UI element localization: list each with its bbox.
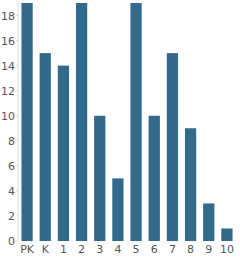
tick	[16, 190, 18, 191]
bar	[185, 128, 196, 241]
bar	[21, 3, 32, 241]
x-tick-label: 2	[78, 243, 85, 256]
y-tick-label: 14	[1, 60, 15, 73]
x-tick-label: 8	[187, 243, 194, 256]
y-tick-label: 4	[8, 185, 15, 198]
y-tick-label: 10	[1, 110, 15, 123]
bar	[112, 178, 123, 241]
x-tick-label: 7	[169, 243, 176, 256]
tick	[16, 140, 18, 141]
x-tick-label: 3	[96, 243, 103, 256]
y-tick-label: 12	[1, 85, 15, 98]
tick	[16, 40, 18, 41]
x-tick-label: 1	[60, 243, 67, 256]
x-tick-label: K	[42, 243, 50, 256]
tick	[16, 241, 18, 242]
bar	[149, 116, 160, 241]
x-tick-label: 4	[114, 243, 121, 256]
x-tick-label: 6	[151, 243, 158, 256]
y-tick-label: 18	[1, 10, 15, 23]
tick	[16, 90, 18, 91]
x-tick-label: 5	[133, 243, 140, 256]
chart: 024681012141618PKK12345678910	[0, 0, 240, 258]
y-tick-label: 8	[8, 135, 15, 148]
y-tick-label: 0	[8, 235, 15, 248]
y-axis	[18, 3, 19, 241]
bar	[40, 53, 51, 241]
y-tick-label: 2	[8, 210, 15, 223]
tick	[16, 115, 18, 116]
bar	[221, 228, 232, 241]
bar	[203, 203, 214, 241]
tick	[16, 15, 18, 16]
bar	[58, 66, 69, 241]
x-tick-label: 10	[220, 243, 234, 256]
tick	[16, 215, 18, 216]
y-tick-label: 6	[8, 160, 15, 173]
bar	[94, 116, 105, 241]
x-tick-label: PK	[20, 243, 35, 256]
y-tick-label: 16	[1, 35, 15, 48]
bar	[167, 53, 178, 241]
bar	[76, 3, 87, 241]
tick	[16, 65, 18, 66]
x-tick-label: 9	[205, 243, 212, 256]
bar	[130, 3, 141, 241]
tick	[16, 165, 18, 166]
bars	[21, 3, 232, 241]
